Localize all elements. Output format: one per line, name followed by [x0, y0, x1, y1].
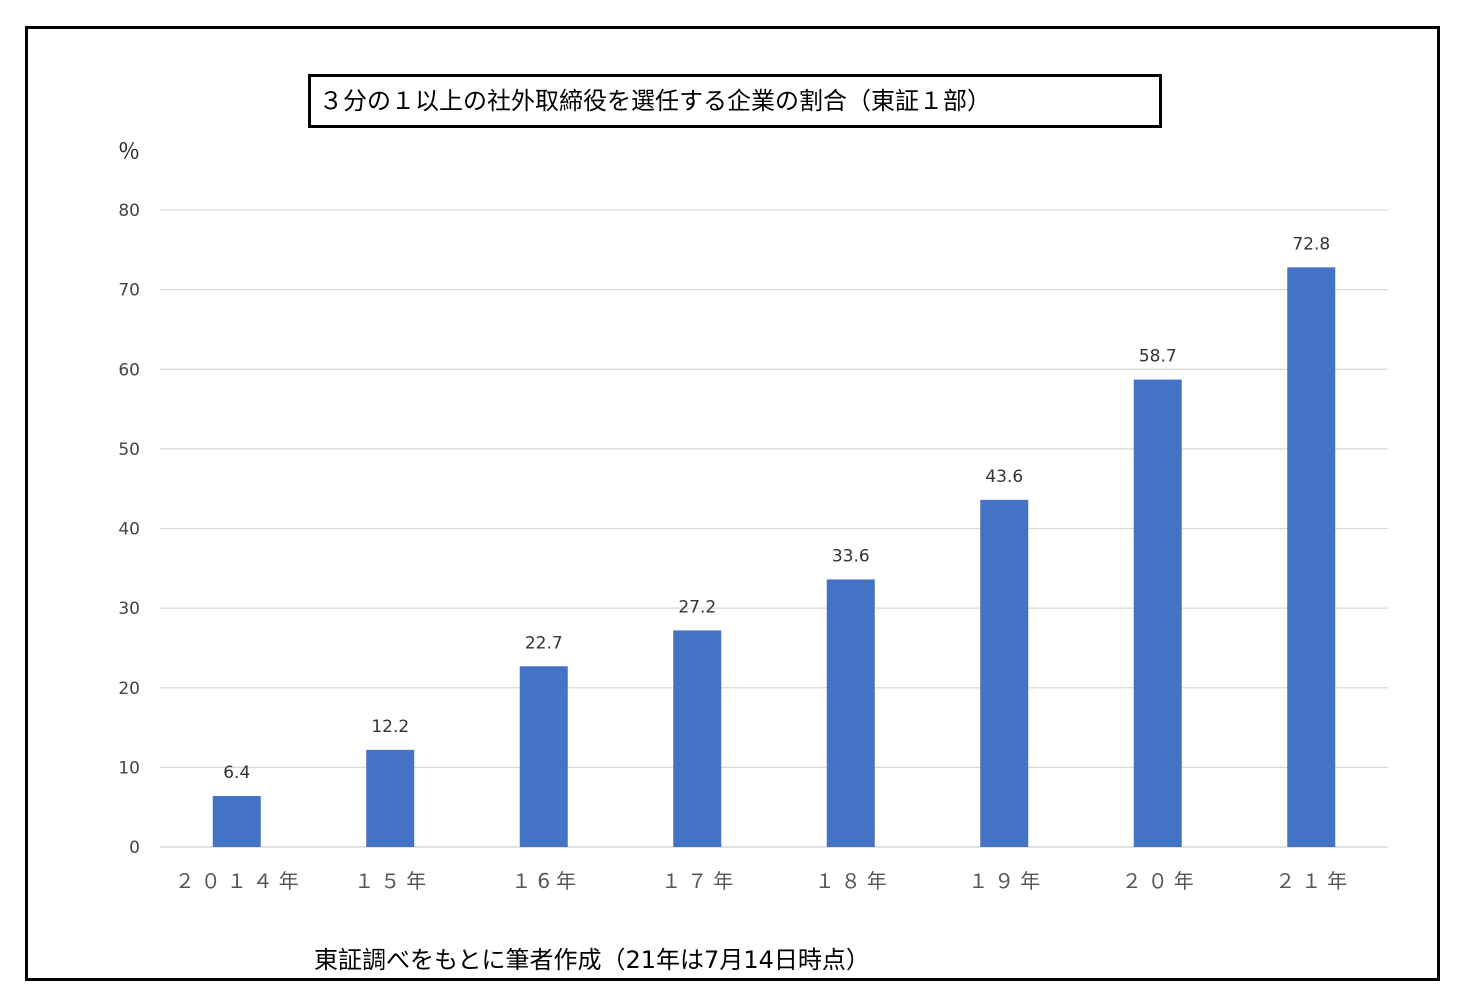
y-tick-label: 0 [129, 838, 140, 858]
gridlines [160, 209, 1388, 848]
chart-frame [25, 26, 1440, 981]
y-axis-ticks: 0 10 20 30 40 50 60 70 80 [118, 201, 140, 858]
y-tick-label: 60 [118, 360, 140, 380]
bar [826, 579, 875, 847]
bar [1133, 379, 1182, 847]
x-tick-label: １８年 [815, 869, 893, 893]
bar [673, 630, 722, 847]
bar [212, 796, 261, 847]
data-label: 58.7 [1139, 347, 1177, 367]
data-label: 6.4 [223, 763, 250, 783]
y-tick-label: 50 [118, 440, 140, 460]
y-tick-label: 80 [118, 201, 140, 221]
x-tick-label: １５年 [354, 869, 432, 893]
y-tick-label: 10 [118, 758, 140, 778]
data-label: 72.8 [1292, 234, 1330, 254]
bar [519, 666, 568, 847]
y-tick-label: 30 [118, 599, 140, 619]
x-tick-label: ２１年 [1275, 869, 1353, 893]
bars [212, 267, 1336, 848]
y-axis-unit: ％ [118, 140, 141, 165]
data-label: 22.7 [525, 633, 563, 653]
x-tick-label: １７年 [661, 869, 739, 893]
bar [366, 749, 415, 847]
x-tick-label: ２０年 [1122, 869, 1200, 893]
x-tick-label: １９年 [968, 869, 1046, 893]
source-note: 東証調べをもとに筆者作成（21年は7月14日時点） [314, 946, 870, 974]
y-tick-label: 40 [118, 520, 140, 540]
data-label: 33.6 [832, 546, 870, 566]
data-label: 27.2 [678, 597, 716, 617]
x-tick-label: １6年 [511, 869, 582, 893]
y-tick-label: 70 [118, 281, 140, 301]
x-axis-labels: ２０１４年 １５年 １6年 １７年 １８年 １９年 ２０年 ２１年 [175, 869, 1353, 893]
chart-title: ３分の１以上の社外取締役を選任する企業の割合（東証１部） [308, 74, 1162, 128]
data-labels: 6.4 12.2 22.7 27.2 33.6 43.6 58.7 72.8 [223, 234, 1330, 783]
x-tick-label: ２０１４年 [175, 869, 305, 893]
bar [1287, 267, 1336, 848]
y-tick-label: 20 [118, 679, 140, 699]
data-label: 43.6 [985, 467, 1023, 487]
bar [980, 499, 1029, 847]
data-label: 12.2 [371, 717, 409, 737]
